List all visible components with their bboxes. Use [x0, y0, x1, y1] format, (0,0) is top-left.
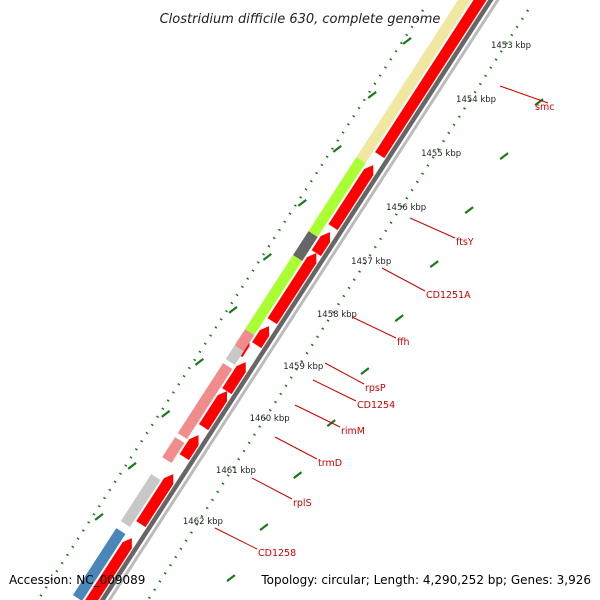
accession-text: Accession: NC_009089 — [9, 573, 146, 587]
gene-label-CD1258[interactable]: CD1258 — [258, 548, 296, 559]
tick-mark — [259, 523, 269, 532]
leader-line-rpsP — [324, 362, 365, 385]
inner-tick-mark — [367, 91, 377, 99]
gene-CD1254[interactable] — [225, 345, 244, 365]
tick-mark — [293, 471, 303, 480]
gene-blue[interactable] — [72, 528, 126, 600]
inner-tick-mark — [161, 410, 171, 418]
tick-label: 1458 kbp — [317, 310, 357, 320]
gene-rplS[interactable] — [162, 437, 185, 463]
gene-trmD[interactable] — [177, 392, 214, 439]
leader-line-trmD — [274, 436, 318, 460]
inner-tick-mark — [228, 306, 238, 314]
gene-CD1258[interactable] — [120, 474, 161, 527]
tick-label: 1462 kbp — [183, 517, 223, 527]
leader-line-ffh — [351, 316, 397, 339]
inner-tick-mark — [297, 199, 307, 207]
tick-mark — [226, 574, 236, 583]
forward-gene-7[interactable] — [222, 362, 246, 395]
forward-gene-1[interactable] — [375, 0, 490, 159]
gene-ffh[interactable] — [245, 255, 303, 335]
leader-line-rimM — [294, 404, 341, 428]
gene-CD1251A[interactable] — [293, 231, 318, 261]
forward-gene-4[interactable] — [267, 253, 317, 325]
gene-label-trmD[interactable]: trmD — [318, 458, 342, 469]
leader-line-ftsY — [409, 217, 456, 239]
map-title: Clostridium difficile 630, complete geno… — [160, 12, 441, 27]
tick-label: 1459 kbp — [283, 362, 323, 372]
inner-tick-mark — [94, 513, 104, 521]
leader-line-rplS — [251, 477, 293, 500]
leader-line-smc — [499, 85, 549, 104]
tick-label: 1460 kbp — [250, 414, 290, 424]
tick-mark — [464, 206, 474, 215]
forward-gene-9[interactable] — [179, 435, 199, 461]
forward-gene-3[interactable] — [311, 232, 330, 257]
topology-text: Topology: circular; Length: 4,290,252 bp… — [261, 573, 591, 587]
tick-label: 1456 kbp — [386, 203, 426, 213]
inner-tick-mark — [332, 145, 342, 153]
inner-tick-mark — [194, 358, 205, 366]
gene-label-rplS[interactable]: rplS — [293, 498, 312, 509]
tick-label: 1453 kbp — [491, 41, 531, 51]
gene-rimM[interactable] — [204, 363, 233, 398]
forward-gene-8[interactable] — [199, 391, 227, 431]
gene-ftsY[interactable] — [308, 157, 366, 237]
tick-label: 1455 kbp — [421, 149, 461, 159]
tick-mark — [394, 314, 404, 323]
backbone-inner-line — [107, 0, 500, 600]
inner-tick-mark — [402, 37, 412, 45]
gene-label-ffh[interactable]: ffh — [397, 337, 410, 348]
gene-label-rpsP[interactable]: rpsP — [365, 383, 386, 394]
leader-line-CD1258 — [214, 527, 258, 550]
tick-label: 1457 kbp — [351, 257, 391, 267]
outer-tick-ring — [36, 9, 425, 600]
leader-line-CD1254 — [312, 379, 357, 402]
gene-label-ftsY[interactable]: ftsY — [456, 237, 474, 248]
gene-rpsP[interactable] — [234, 329, 255, 351]
tick-label: 1454 kbp — [456, 95, 496, 105]
inner-tick-ring — [146, 9, 530, 600]
gene-label-CD1254[interactable]: CD1254 — [357, 400, 395, 411]
forward-gene-5[interactable] — [252, 326, 270, 349]
forward-gene-11[interactable] — [84, 538, 132, 600]
inner-tick-mark — [127, 462, 137, 470]
tick-label: 1461 kbp — [216, 466, 256, 476]
tick-mark — [429, 260, 439, 269]
forward-gene-2[interactable] — [328, 165, 374, 231]
tick-mark — [360, 367, 370, 376]
gene-smc[interactable] — [356, 0, 483, 163]
tick-mark — [534, 98, 544, 107]
gene-label-rimM[interactable]: rimM — [341, 426, 365, 437]
forward-gene-10[interactable] — [136, 474, 174, 528]
inner-tick-mark — [262, 253, 272, 261]
tick-mark — [499, 152, 509, 161]
gene-label-smc[interactable]: smc — [535, 102, 554, 113]
gene-label-CD1251A[interactable]: CD1251A — [426, 290, 471, 301]
leader-line-CD1251A — [381, 267, 426, 292]
backbone-outer-line — [99, 0, 494, 600]
